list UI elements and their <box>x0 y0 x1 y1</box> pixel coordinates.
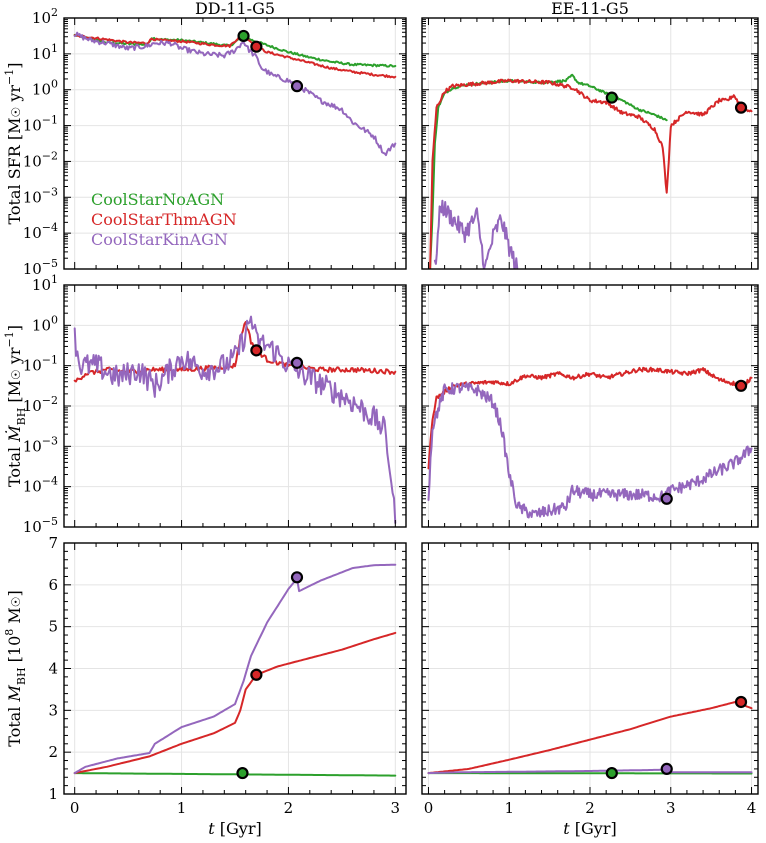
series-line-CoolStarThmAGN <box>427 701 753 775</box>
panel-mdot-DD-11-G5 <box>73 315 397 524</box>
y-axis-label: Total ṀBH [M☉ yr−1] <box>3 325 28 487</box>
series-line-CoolStarKinAGN <box>427 382 753 519</box>
series-line-CoolStarKinAGN <box>73 31 397 157</box>
y-tick-label: 102 <box>32 6 58 27</box>
marker-CoolStarNoAGN <box>605 91 618 104</box>
legend-entry: CoolStarThmAGN <box>91 210 237 229</box>
y-tick-label: 4 <box>48 660 58 678</box>
x-axis-label: t [Gyr] <box>208 819 261 838</box>
y-tick-label: 100 <box>32 78 58 99</box>
series-line-CoolStarKinAGN <box>433 199 519 269</box>
marker-CoolStarKinAGN <box>660 492 673 505</box>
y-tick-label: 10−1 <box>23 354 58 375</box>
x-tick-label: 1 <box>504 799 514 817</box>
column-title: EE-11-G5 <box>551 0 629 18</box>
panel-mbh-EE-11-G5 <box>427 701 753 775</box>
marker-CoolStarKinAGN <box>290 571 304 584</box>
series-line-CoolStarThmAGN <box>73 631 397 775</box>
y-tick-label: 5 <box>48 618 58 636</box>
x-tick-label: 2 <box>585 799 595 817</box>
grid-layer <box>64 17 758 795</box>
x-tick-label: 2 <box>284 799 294 817</box>
series-line-CoolStarKinAGN <box>73 315 397 524</box>
x-tick-label: 3 <box>391 799 401 817</box>
marker-CoolStarThmAGN <box>734 695 748 709</box>
y-tick-label: 10−3 <box>23 434 58 455</box>
series-layer <box>73 29 753 780</box>
panel-mdot-EE-11-G5 <box>427 366 753 519</box>
marker-CoolStarNoAGN <box>237 29 250 43</box>
column-title: DD-11-G5 <box>195 0 275 18</box>
panel-frame <box>63 542 407 795</box>
y-axis-label: Total SFR [M☉ yr−1] <box>3 62 24 224</box>
y-tick-label: 101 <box>32 273 58 294</box>
marker-CoolStarThmAGN <box>250 40 263 53</box>
x-tick-label: 1 <box>177 799 187 817</box>
y-tick-label: 2 <box>48 743 58 761</box>
y-tick-label: 10−2 <box>23 149 58 170</box>
marker-CoolStarKinAGN <box>290 356 304 369</box>
marker-CoolStarThmAGN <box>734 379 748 392</box>
legend-entry: CoolStarNoAGN <box>91 190 224 209</box>
marker-CoolStarNoAGN <box>236 766 249 780</box>
marker-CoolStarNoAGN <box>605 766 618 780</box>
marker-CoolStarKinAGN <box>290 80 304 93</box>
x-tick-label: 0 <box>70 799 80 817</box>
panel-sfr-DD-11-G5 <box>73 31 397 157</box>
series-line-CoolStarNoAGN <box>73 772 397 777</box>
panel-frame <box>63 284 407 528</box>
panel-frame <box>421 542 759 795</box>
y-tick-label: 100 <box>32 313 58 334</box>
y-axis-label: Total MBH [108 M☉] <box>3 590 28 746</box>
panel-frame <box>421 17 759 270</box>
y-tick-label: 6 <box>48 576 58 594</box>
marker-CoolStarThmAGN <box>250 668 263 681</box>
y-tick-label: 10−4 <box>23 475 58 496</box>
x-tick-label: 4 <box>747 799 757 817</box>
y-tick-label: 3 <box>48 701 58 719</box>
panel-sfr-EE-11-G5 <box>429 73 753 269</box>
x-tick-label: 3 <box>666 799 676 817</box>
series-line-CoolStarKinAGN <box>427 768 753 775</box>
y-tick-label: 10−3 <box>23 185 58 206</box>
frame-layer <box>63 17 759 795</box>
x-tick-label: 0 <box>424 799 434 817</box>
series-line-CoolStarThmAGN <box>429 78 753 269</box>
y-tick-label: 10−5 <box>23 515 58 536</box>
x-axis-label: t [Gyr] <box>563 819 616 838</box>
label-layer: 10−510−410−310−210−110010110210−510−410−… <box>3 0 756 838</box>
marker-CoolStarThmAGN <box>734 101 748 114</box>
panel-frame <box>421 284 759 528</box>
y-tick-label: 10−2 <box>23 394 58 415</box>
series-line-CoolStarThmAGN <box>73 34 397 79</box>
series-line-CoolStarKinAGN <box>73 563 397 775</box>
panel-mbh-DD-11-G5 <box>73 563 397 777</box>
series-line-CoolStarThmAGN <box>427 366 753 470</box>
y-tick-label: 101 <box>32 42 58 63</box>
panel-frame <box>63 17 407 270</box>
legend: CoolStarNoAGNCoolStarThmAGNCoolStarKinAG… <box>91 190 237 249</box>
y-tick-label: 10−4 <box>23 221 58 242</box>
marker-CoolStarKinAGN <box>660 762 673 776</box>
y-tick-label: 10−1 <box>23 114 58 135</box>
y-tick-label: 7 <box>48 534 58 552</box>
marker-CoolStarThmAGN <box>250 344 263 357</box>
y-tick-label: 10−5 <box>23 257 58 278</box>
legend-entry: CoolStarKinAGN <box>91 230 228 249</box>
y-tick-label: 1 <box>48 785 58 803</box>
